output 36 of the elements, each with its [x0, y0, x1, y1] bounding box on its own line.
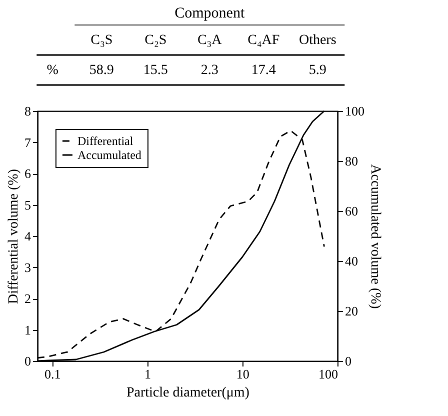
category-label: C₃S: [90, 33, 113, 48]
x-tick-label: 100: [318, 366, 338, 382]
category-label: Others: [298, 33, 336, 48]
legend-label: Accumulated: [77, 148, 142, 162]
y-tick-label: 3: [24, 260, 31, 275]
y-tick-label: 8: [24, 104, 31, 118]
y-tick-label: 5: [24, 197, 31, 212]
y-tick-label: 4: [24, 228, 32, 244]
y2-axis-title: Accumulated volume (%): [367, 164, 382, 310]
y2-tick-label: 40: [344, 254, 358, 268]
y2-tick-label: 80: [344, 154, 358, 168]
y-tick-label: 7: [24, 134, 32, 150]
x-tick-label: 0.1: [44, 366, 61, 382]
y2-tick-label: 60: [344, 204, 358, 218]
y-tick-label: 6: [24, 166, 32, 181]
data-label: 17.4: [251, 63, 276, 78]
data-label: 15.5: [143, 63, 168, 78]
y-axis-title: Differential volume (%): [6, 168, 22, 304]
x-tick-label: 10: [236, 366, 250, 382]
data-label: 58.9: [89, 63, 114, 78]
category-label: C₂S: [144, 33, 167, 48]
y-tick-label: 0: [24, 354, 31, 368]
text: Component: [174, 6, 246, 22]
data-label: 5.9: [308, 63, 326, 78]
category-label: C₄AF: [248, 33, 280, 48]
legend-label: Differential: [77, 134, 134, 148]
y2-tick-label: 100: [344, 104, 364, 118]
category-label: C₃A: [197, 33, 223, 48]
data-label: 2.3: [200, 63, 218, 78]
y2-tick-label: 0: [344, 354, 352, 368]
x-axis-title: Particle diameter(μm): [126, 386, 250, 400]
y2-tick-label: 20: [344, 304, 358, 318]
y-tick-label: 2: [24, 291, 31, 306]
text: %: [46, 63, 59, 78]
x-tick-label: 1: [144, 366, 152, 382]
y-tick-label: 1: [24, 322, 31, 338]
